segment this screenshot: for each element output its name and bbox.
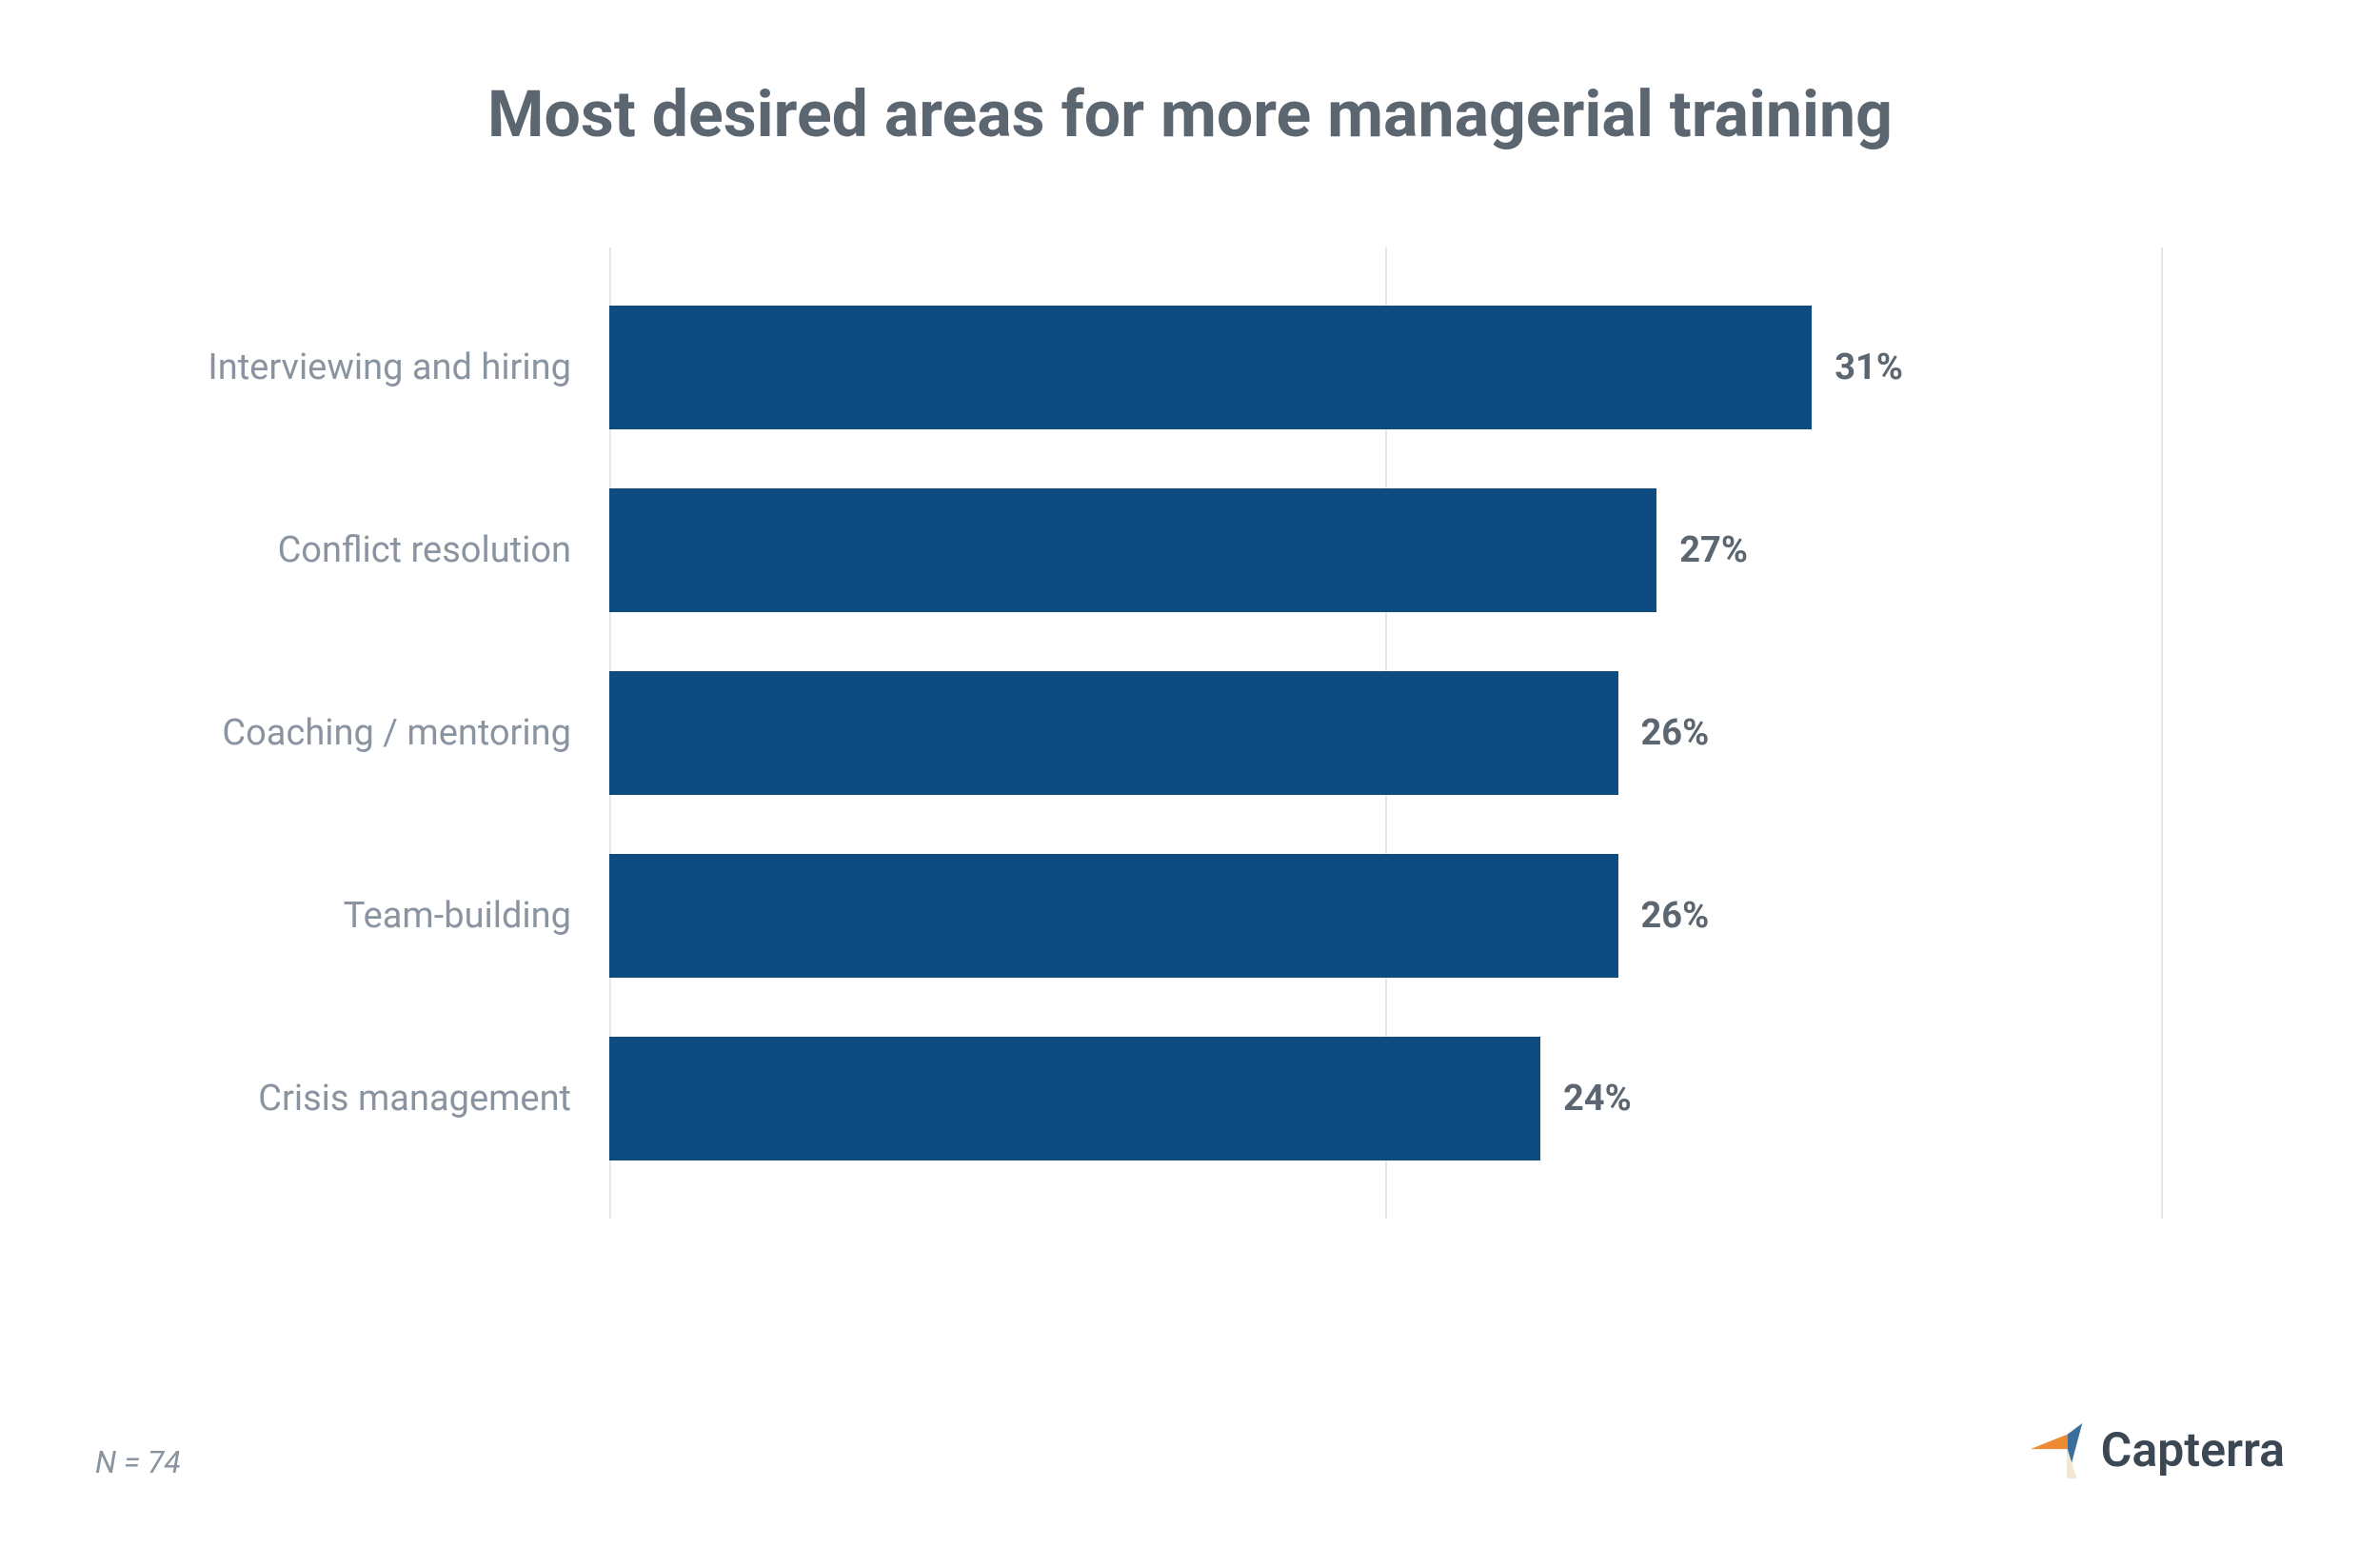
value-label: 26% [1641,712,1710,754]
chart-area: Interviewing and hiring31% Conflict resol… [609,248,2161,1219]
bar [609,1037,1540,1160]
chart-title: Most desired areas for more managerial t… [86,76,2294,152]
chart-bars: Interviewing and hiring31% Conflict resol… [609,248,2161,1219]
bar [609,306,1812,429]
bar [609,671,1618,795]
category-label: Crisis management [114,1078,609,1120]
category-label: Coaching / mentoring [114,712,609,754]
bar-row: Conflict resolution27% [609,488,2161,612]
value-label: 31% [1835,347,1903,388]
grid-line [2161,248,2163,1219]
brand-logo: Capterra [2031,1421,2285,1480]
bar-row: Team-building26% [609,854,2161,978]
capterra-arrow-icon [2031,1421,2090,1480]
sample-size-note: N = 74 [95,1444,181,1480]
category-label: Team-building [114,895,609,937]
chart-footer: N = 74 Capterra [95,1421,2285,1480]
bar [609,488,1656,612]
value-label: 27% [1679,529,1748,571]
bar-row: Interviewing and hiring31% [609,306,2161,429]
value-label: 24% [1563,1078,1632,1120]
bar-row: Coaching / mentoring26% [609,671,2161,795]
bar [609,854,1618,978]
category-label: Conflict resolution [114,529,609,571]
brand-name: Capterra [2101,1423,2285,1478]
value-label: 26% [1641,895,1710,937]
bar-row: Crisis management24% [609,1037,2161,1160]
category-label: Interviewing and hiring [114,347,609,388]
